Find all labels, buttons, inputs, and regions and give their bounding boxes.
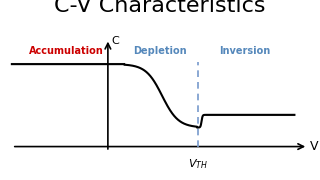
Text: $V_{TH}$: $V_{TH}$ <box>188 157 208 171</box>
Text: Inversion: Inversion <box>220 46 271 56</box>
Text: Accumulation: Accumulation <box>29 46 104 56</box>
Text: V: V <box>309 140 318 153</box>
Text: Depletion: Depletion <box>133 46 187 56</box>
Text: C: C <box>111 36 119 46</box>
Text: C-V Characteristics: C-V Characteristics <box>54 0 266 16</box>
